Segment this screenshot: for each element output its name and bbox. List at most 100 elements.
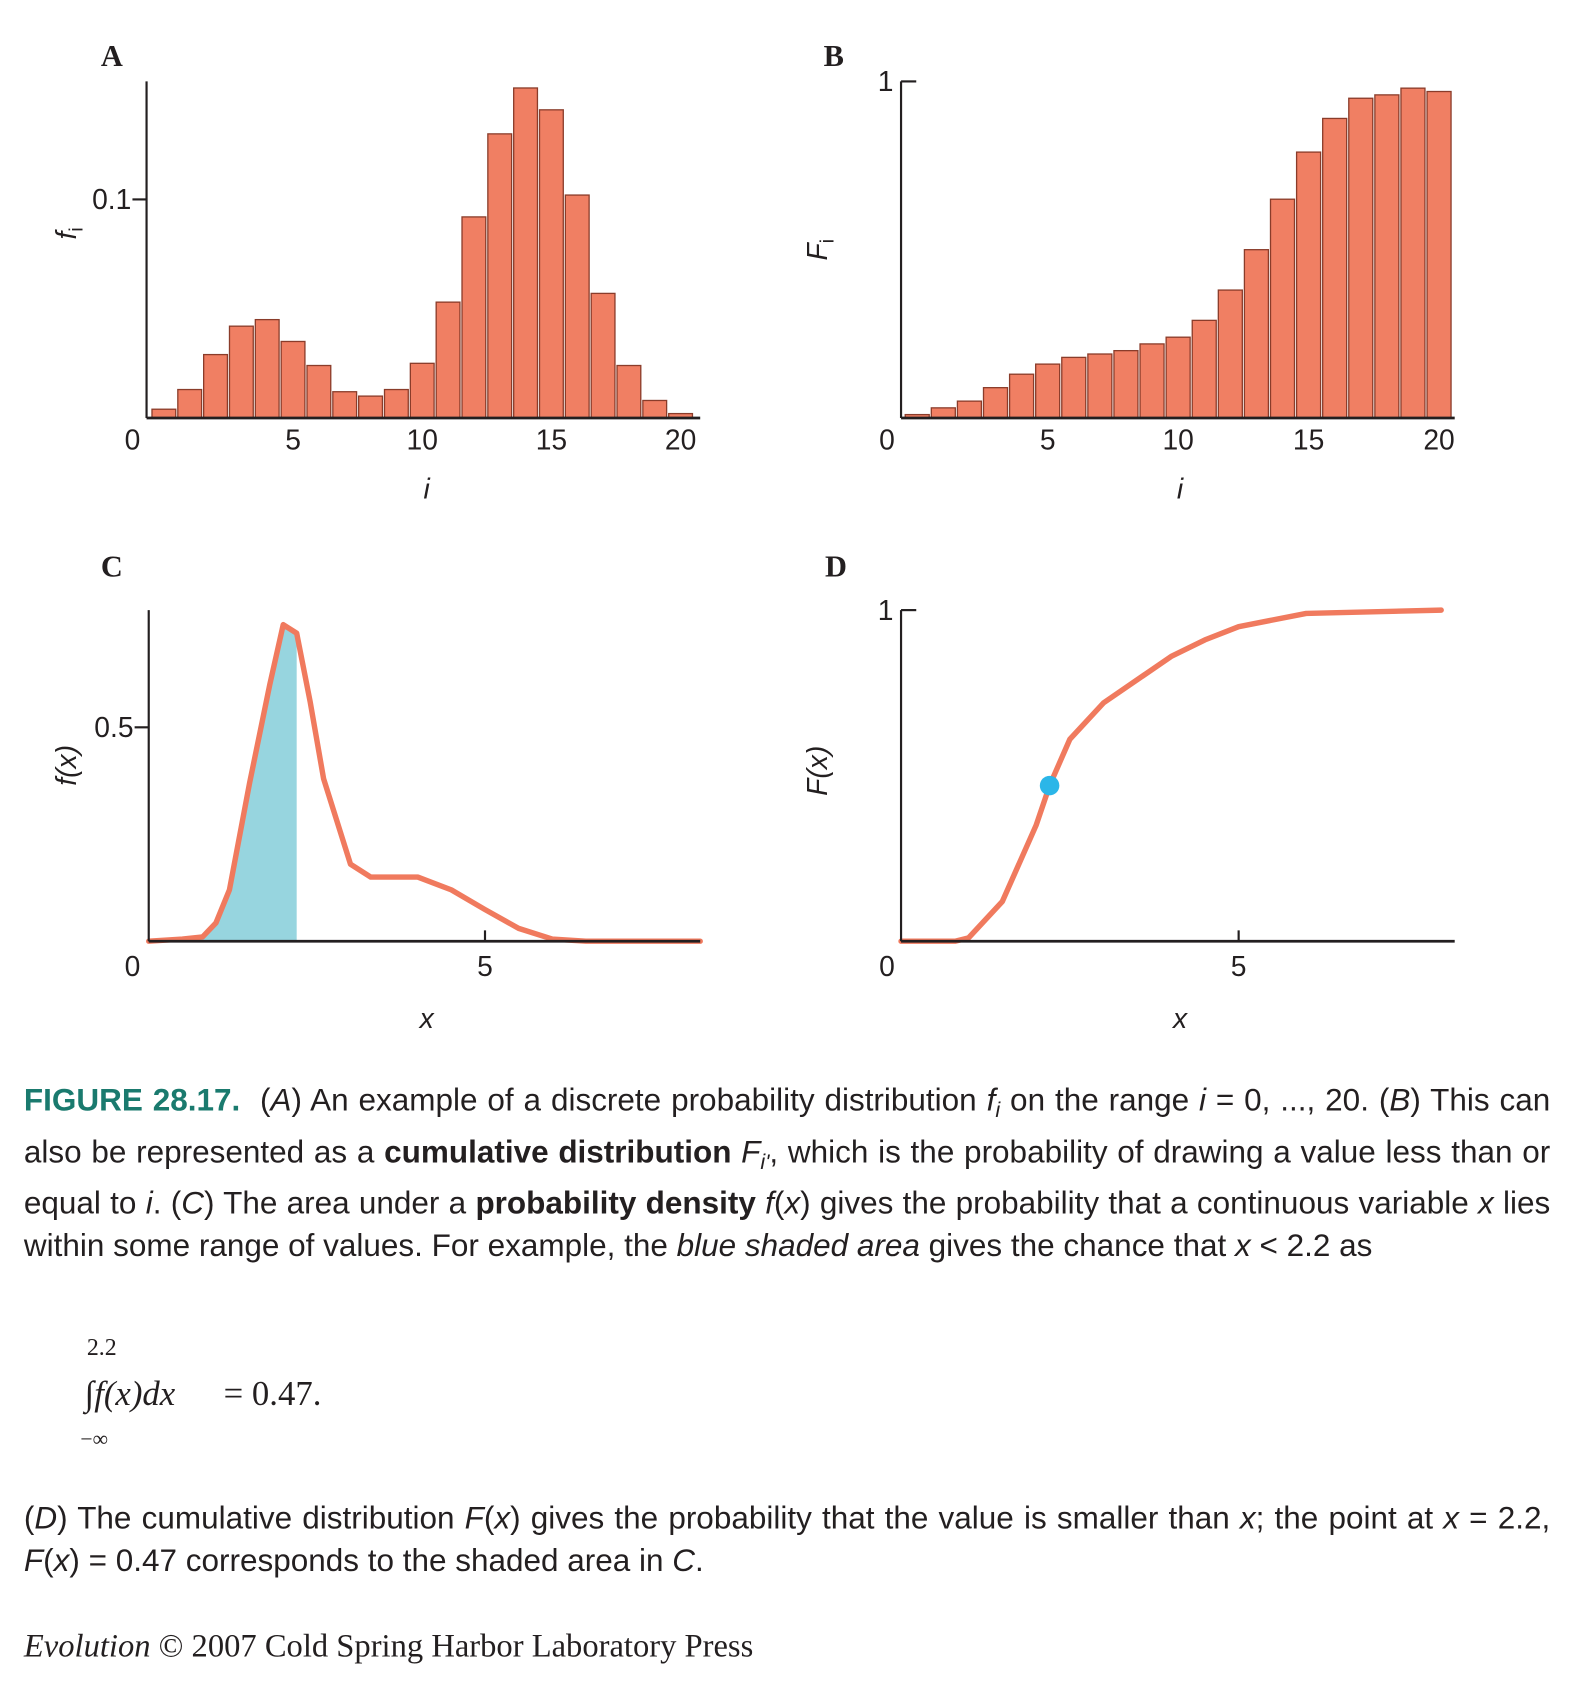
x-tick-label: 5 bbox=[477, 950, 493, 982]
caption-segment: ) The cumulative distribution bbox=[57, 1501, 465, 1537]
bar bbox=[409, 362, 435, 419]
bar bbox=[642, 399, 668, 419]
caption-segment: ( bbox=[260, 1083, 271, 1119]
x-axis-label: i bbox=[1177, 472, 1184, 504]
caption-segment: x bbox=[494, 1501, 511, 1537]
caption-segment: ) This can also be represented as a bbox=[23, 1083, 1551, 1170]
x-tick-label: 20 bbox=[1423, 423, 1454, 455]
bar bbox=[1165, 336, 1191, 419]
caption-segment: blue shaded area bbox=[676, 1228, 920, 1264]
caption-segment: C bbox=[181, 1186, 204, 1222]
y-axis-label: Fi bbox=[801, 239, 839, 261]
caption-segment bbox=[731, 1135, 741, 1170]
x-tick-label: 15 bbox=[1293, 423, 1324, 455]
bar bbox=[1426, 90, 1452, 419]
bar bbox=[1061, 356, 1087, 419]
y-axis-label: f(x) bbox=[50, 745, 82, 786]
caption-segment: lies within some range of values. For ex… bbox=[23, 1186, 1551, 1264]
caption-segment: . ( bbox=[152, 1186, 182, 1222]
y-tick-label: 1 bbox=[878, 594, 894, 626]
bar bbox=[1374, 94, 1400, 419]
caption-segment: cumulative distribution bbox=[384, 1134, 732, 1170]
caption-segment: x bbox=[784, 1186, 801, 1222]
y-axis-label-sub: i bbox=[817, 239, 839, 243]
caption-segment: ) = 0.47 corresponds to the shaded area … bbox=[69, 1543, 673, 1578]
caption-segment: x bbox=[53, 1543, 70, 1578]
bar bbox=[228, 325, 254, 419]
caption-segment: i bbox=[145, 1186, 153, 1222]
caption-segment: D bbox=[34, 1501, 58, 1537]
caption-paragraph: (D) The cumulative distribution F(x) giv… bbox=[24, 1498, 1550, 1582]
y-tick-label: 0.5 bbox=[94, 711, 133, 743]
caption-segment: ) The area under a bbox=[203, 1186, 476, 1222]
x-tick-label: 20 bbox=[665, 423, 696, 455]
bar bbox=[1269, 198, 1296, 419]
y-tick-label: 0.1 bbox=[92, 183, 131, 215]
bar bbox=[616, 364, 642, 419]
caption-segment: i' bbox=[760, 1150, 770, 1175]
x-axis-label: i bbox=[424, 472, 431, 504]
curve bbox=[146, 621, 703, 944]
eq-result: = 0.47. bbox=[223, 1373, 322, 1413]
footer: Evolution © 2007 Cold Spring Harbor Labo… bbox=[24, 1628, 753, 1665]
bar bbox=[956, 400, 983, 419]
eq-upper: 2.2 bbox=[86, 1333, 117, 1361]
bar bbox=[254, 318, 280, 419]
highlight-point bbox=[1039, 775, 1060, 796]
copyright: © 2007 Cold Spring Harbor Laboratory Pre… bbox=[150, 1628, 754, 1665]
panel-label: C bbox=[101, 549, 123, 583]
caption-paragraph: FIGURE 28.17. (A) An example of a discre… bbox=[24, 1080, 1550, 1267]
caption-segment: ) gives the probability that a continuou… bbox=[800, 1186, 1478, 1222]
caption-segment: f bbox=[986, 1083, 996, 1119]
caption-segment: . bbox=[695, 1543, 704, 1578]
caption-segment: i bbox=[1199, 1083, 1207, 1119]
y-axis-label-main: F(x) bbox=[801, 746, 833, 796]
caption-segment: probability density bbox=[475, 1186, 756, 1222]
y-axis-label-sub: i bbox=[66, 227, 88, 231]
caption-segment: ) gives the probability that the value i… bbox=[510, 1501, 1240, 1537]
bar bbox=[590, 292, 616, 419]
origin-label: 0 bbox=[125, 423, 141, 455]
bar bbox=[1217, 289, 1243, 419]
bar bbox=[1035, 363, 1061, 419]
caption-text: (A) An example of a discrete probability… bbox=[24, 1083, 1550, 1263]
bar bbox=[1348, 97, 1374, 419]
bar bbox=[982, 387, 1009, 419]
bar bbox=[1243, 249, 1270, 419]
x-tick-label: 15 bbox=[536, 423, 567, 455]
x-tick-label: 5 bbox=[1040, 423, 1056, 455]
caption-segment: < 2.2 as bbox=[1250, 1228, 1373, 1264]
caption-segment: A bbox=[270, 1083, 292, 1119]
bar bbox=[358, 395, 384, 419]
caption-segment: ) An example of a discrete probability d… bbox=[291, 1083, 987, 1119]
bar bbox=[1191, 319, 1217, 419]
y-axis-label-main: F bbox=[801, 241, 833, 260]
y-axis-label-main: f(x) bbox=[50, 745, 82, 786]
caption-segment: F bbox=[464, 1501, 484, 1537]
caption-segment: = 0, ..., 20. ( bbox=[1206, 1083, 1390, 1119]
panel-label: D bbox=[825, 549, 847, 583]
panel-label: A bbox=[101, 39, 123, 73]
bar bbox=[1139, 343, 1165, 419]
shaded-area bbox=[148, 624, 297, 942]
caption-segment: x bbox=[1239, 1501, 1256, 1537]
book-title: Evolution bbox=[23, 1628, 151, 1665]
bar bbox=[177, 388, 203, 419]
y-axis-label: F(x) bbox=[801, 746, 833, 796]
caption-segment: = 2.2, bbox=[1459, 1501, 1551, 1537]
caption-segment: gives the chance that bbox=[919, 1228, 1235, 1264]
caption-segment: f bbox=[765, 1186, 774, 1222]
caption-segment: on the range bbox=[1000, 1083, 1200, 1119]
origin-label: 0 bbox=[879, 423, 895, 455]
y-axis-label-main: f bbox=[50, 228, 82, 239]
bar bbox=[332, 391, 358, 419]
caption-segment: x bbox=[1443, 1501, 1460, 1537]
bar bbox=[280, 340, 306, 419]
panel-label: B bbox=[824, 39, 844, 73]
origin-label: 0 bbox=[879, 950, 895, 982]
bar bbox=[564, 194, 590, 419]
caption-text: (D) The cumulative distribution F(x) giv… bbox=[24, 1501, 1550, 1578]
x-axis-label: x bbox=[418, 1002, 435, 1034]
